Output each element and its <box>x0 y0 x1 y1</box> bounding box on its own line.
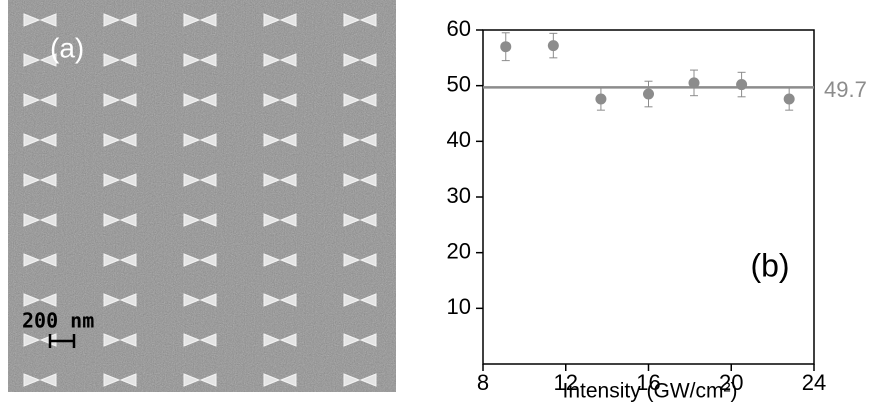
y-tick-label: 30 <box>447 183 471 208</box>
data-point <box>643 88 654 100</box>
x-tick-label: 24 <box>802 370 826 395</box>
y-tick-label: 20 <box>447 238 471 263</box>
bowtie <box>23 93 57 107</box>
bowtie <box>183 373 217 387</box>
sem-noise <box>8 0 396 392</box>
bowtie <box>343 53 377 67</box>
y-tick-label: 40 <box>447 127 471 152</box>
data-point <box>595 93 607 105</box>
bowtie <box>263 213 297 227</box>
bowtie <box>23 213 57 227</box>
bowtie <box>23 13 57 27</box>
bowtie <box>343 253 377 267</box>
panel-label: (b) <box>750 247 789 283</box>
x-tick-label: 16 <box>636 370 660 395</box>
sem-image <box>8 0 396 392</box>
bowtie <box>103 373 137 387</box>
bowtie <box>343 333 377 347</box>
bowtie <box>183 133 217 147</box>
bowtie <box>343 13 377 27</box>
bowtie <box>183 173 217 187</box>
reference-label: 49.7 <box>824 77 867 102</box>
scale-bar <box>48 334 76 348</box>
data-point <box>736 79 748 91</box>
bowtie <box>103 133 137 147</box>
bowtie <box>263 53 297 67</box>
bowtie <box>103 53 137 67</box>
bowtie <box>103 333 137 347</box>
bowtie <box>263 373 297 387</box>
data-point <box>547 40 559 52</box>
x-tick-label: 20 <box>719 370 743 395</box>
bowtie <box>263 93 297 107</box>
bowtie <box>103 293 137 307</box>
bowtie <box>343 93 377 107</box>
bowtie <box>103 213 137 227</box>
bowtie <box>343 213 377 227</box>
plot-frame <box>482 29 815 365</box>
bowtie <box>23 373 57 387</box>
bowtie <box>23 253 57 267</box>
bowtie <box>103 173 137 187</box>
bowtie <box>183 53 217 67</box>
bowtie <box>183 293 217 307</box>
bowtie <box>263 333 297 347</box>
bowtie <box>263 293 297 307</box>
bowtie <box>183 13 217 27</box>
bowtie <box>23 173 57 187</box>
x-axis-label: Intensity (GW/cm²) <box>562 380 737 403</box>
y-tick-label: 60 <box>447 16 471 41</box>
bowtie <box>183 213 217 227</box>
scale-bar-label: 200 nm <box>22 309 94 333</box>
bowtie <box>343 373 377 387</box>
bowtie <box>103 253 137 267</box>
bowtie <box>263 13 297 27</box>
bowtie <box>103 13 137 27</box>
bowtie <box>103 93 137 107</box>
y-tick-label: 50 <box>447 71 471 96</box>
bowtie <box>263 133 297 147</box>
bowtie <box>183 333 217 347</box>
bowtie <box>343 133 377 147</box>
data-point <box>783 93 795 105</box>
y-tick-label: 10 <box>447 294 471 319</box>
bowtie <box>343 293 377 307</box>
data-point <box>688 77 700 89</box>
data-point <box>500 41 512 53</box>
bowtie <box>263 173 297 187</box>
x-tick-label: 12 <box>554 370 578 395</box>
bowtie <box>23 293 57 307</box>
bowtie <box>343 173 377 187</box>
bowtie <box>23 53 57 67</box>
x-tick-label: 8 <box>477 370 489 395</box>
bowtie <box>183 93 217 107</box>
bowtie <box>23 133 57 147</box>
bowtie <box>263 253 297 267</box>
bowtie <box>183 253 217 267</box>
panel-label: (a) <box>50 32 84 63</box>
